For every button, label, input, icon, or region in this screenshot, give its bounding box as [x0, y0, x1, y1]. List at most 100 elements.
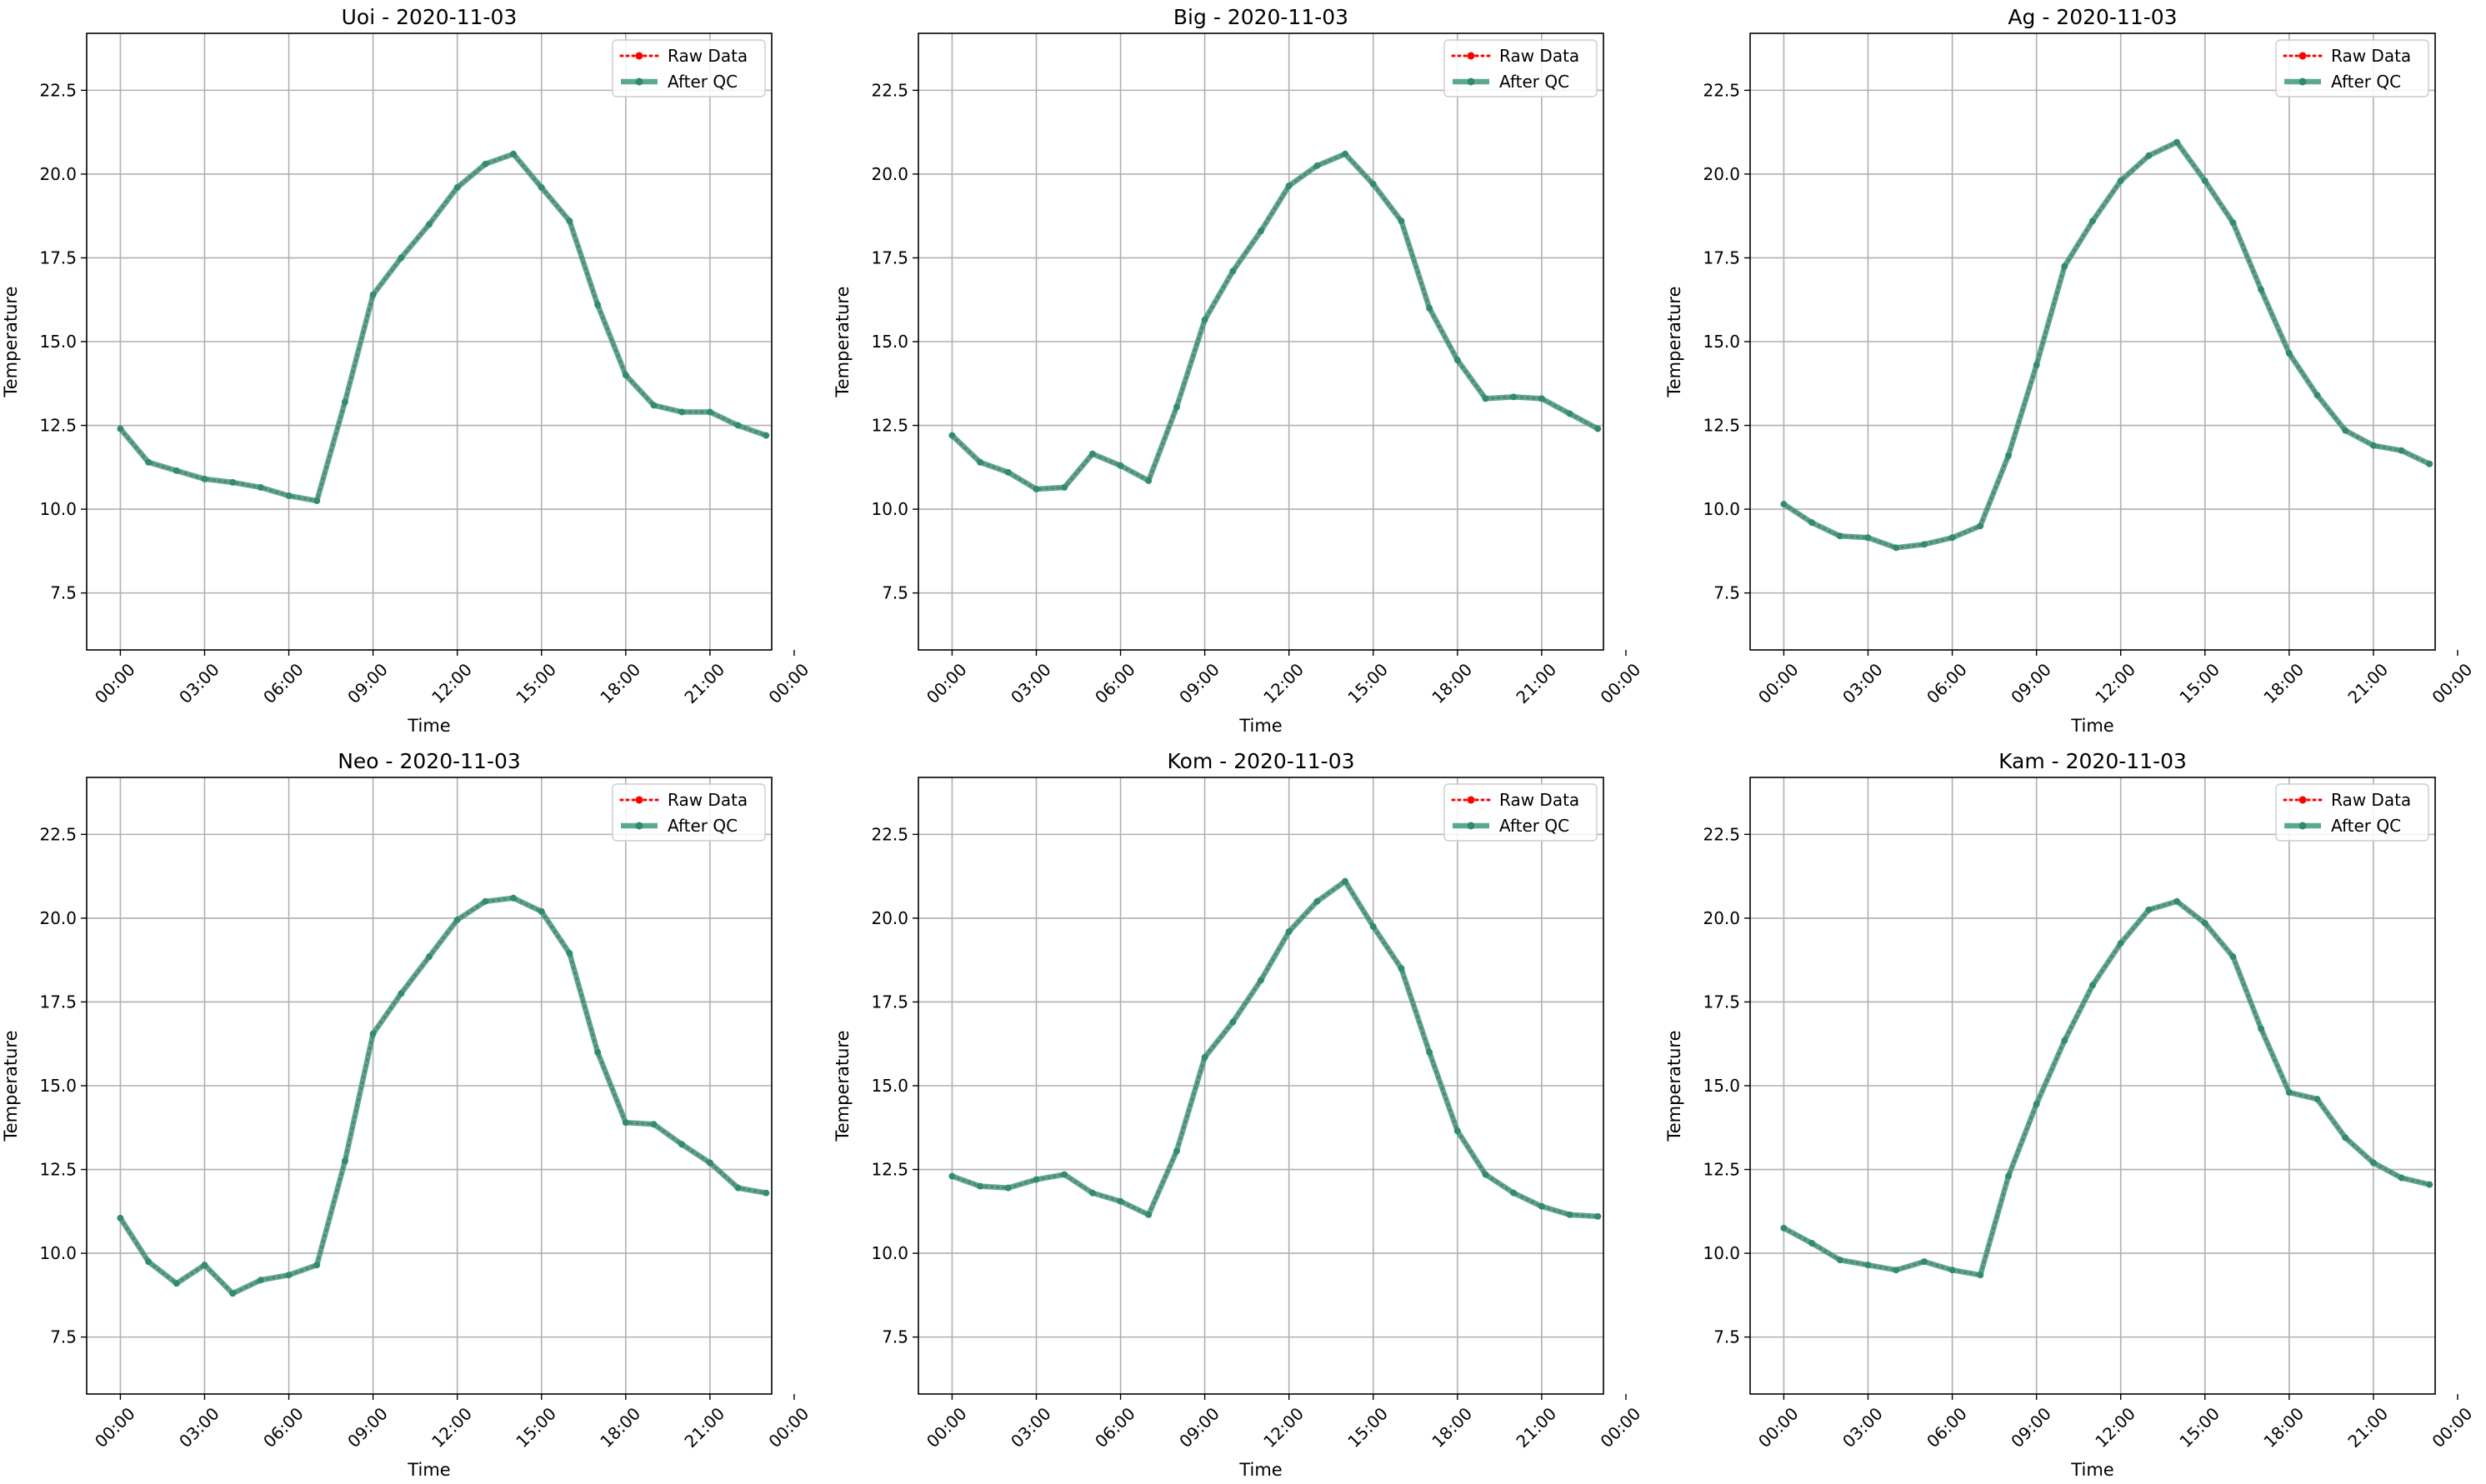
data-point-after-qc	[313, 497, 321, 505]
legend: Raw Data After QC	[612, 39, 766, 97]
data-point-after-qc	[1258, 227, 1264, 235]
data-point-after-qc	[2285, 1089, 2293, 1097]
data-point-after-qc	[173, 467, 180, 474]
data-point-after-qc	[566, 950, 573, 957]
y-tick-label: 10.0	[1703, 1243, 1740, 1263]
series-line-raw-data	[118, 897, 768, 1296]
data-point-after-qc	[1977, 1272, 1984, 1279]
data-point-after-qc	[594, 1048, 602, 1056]
data-point-after-qc	[1893, 544, 1900, 552]
data-point-after-qc	[1313, 897, 1321, 905]
data-point-after-qc	[2201, 919, 2208, 927]
y-tick-label: 12.5	[1703, 416, 1740, 436]
legend-marker-raw-data	[2298, 796, 2307, 804]
x-tick-label: 00:00	[765, 659, 813, 707]
data-point-after-qc	[678, 1141, 686, 1148]
x-tick-label: 00:00	[1754, 659, 1803, 707]
y-axis-label: Temperature	[1664, 286, 1684, 397]
data-point-after-qc	[2201, 177, 2208, 184]
data-point-after-qc	[2004, 452, 2012, 459]
data-point-after-qc	[734, 422, 742, 429]
y-tick-label: 20.0	[39, 164, 77, 184]
x-tick-label: 21:00	[1512, 1403, 1560, 1452]
data-point-after-qc	[622, 1119, 629, 1127]
legend-marker-after-qc	[635, 822, 643, 830]
legend-label-raw-data: Raw Data	[2331, 790, 2411, 810]
data-point-after-qc	[2145, 152, 2153, 159]
series-line-after-qc	[118, 151, 769, 504]
data-point-after-qc	[2426, 460, 2433, 467]
series-line-after-qc	[118, 895, 769, 1297]
data-point-after-qc	[1482, 1171, 1489, 1178]
data-point-after-qc	[257, 483, 264, 491]
series-points-raw-data	[948, 151, 1601, 492]
x-tick-label: 12:00	[1259, 1403, 1308, 1452]
data-point-after-qc	[1033, 1176, 1040, 1183]
data-point-after-qc	[1145, 1211, 1153, 1218]
legend-label-raw-data: Raw Data	[668, 790, 748, 810]
series-line-after-qc	[1781, 898, 2433, 1278]
grid	[918, 777, 1603, 1394]
data-point-after-qc	[2145, 906, 2153, 913]
legend-marker-after-qc	[635, 77, 643, 86]
data-point-after-qc	[1948, 1267, 1956, 1274]
x-tick-label: 12:00	[1259, 659, 1308, 707]
y-tick-label: 22.5	[39, 824, 77, 844]
legend-marker-raw-data	[1467, 52, 1475, 60]
data-point-after-qc	[2229, 953, 2237, 961]
grid	[1750, 33, 2435, 650]
x-tick-label: 21:00	[680, 659, 728, 707]
x-axis-label: Time	[2070, 716, 2113, 736]
data-point-after-qc	[285, 492, 293, 499]
x-tick-label: 03:00	[1007, 1403, 1055, 1452]
chart-title: Kam - 2020-11-03	[1998, 749, 2187, 773]
data-point-after-qc	[1033, 485, 1040, 492]
x-tick-label: 06:00	[1923, 659, 1971, 707]
x-axis-label: Time	[1238, 716, 1282, 736]
data-point-after-qc	[2342, 427, 2349, 434]
y-tick-label: 12.5	[871, 1160, 908, 1180]
data-point-after-qc	[734, 1184, 742, 1192]
y-tick-label: 7.5	[50, 1327, 77, 1347]
y-tick-label: 7.5	[882, 1327, 908, 1347]
y-tick-label: 15.0	[1703, 332, 1740, 352]
x-tick-label: 12:00	[2091, 1403, 2139, 1452]
data-point-after-qc	[398, 990, 405, 997]
subplot-1: 00:00 03:00 06:00 09:00 12:00 15:00 18:00 21:00…	[1, 5, 813, 736]
x-tick-label: 18:00	[1428, 659, 1476, 707]
data-point-after-qc	[369, 1030, 377, 1037]
y-tick-label: 17.5	[871, 992, 908, 1012]
data-point-after-qc	[566, 217, 573, 225]
data-point-after-qc	[1173, 1147, 1180, 1155]
series-points-after-qc	[117, 894, 770, 1297]
data-point-after-qc	[1566, 1211, 1573, 1218]
data-point-after-qc	[510, 894, 518, 902]
data-point-after-qc	[1920, 1258, 1928, 1266]
data-point-after-qc	[1117, 462, 1124, 469]
subplot-4: 00:00 03:00 06:00 09:00 12:00 15:00 18:00 21:00…	[1, 749, 813, 1480]
series-line-raw-data	[950, 879, 1599, 1218]
y-tick-label: 17.5	[39, 992, 77, 1012]
data-point-after-qc	[1258, 977, 1264, 984]
data-point-after-qc	[650, 402, 658, 409]
x-tick-label: 15:00	[1343, 1403, 1392, 1452]
x-tick-label: 09:00	[2007, 1403, 2055, 1452]
x-tick-label: 00:00	[2428, 1403, 2477, 1452]
data-point-after-qc	[1398, 965, 1405, 972]
chart-title: Big - 2020-11-03	[1173, 5, 1348, 29]
data-point-after-qc	[1061, 1171, 1068, 1178]
x-tick-label: 15:00	[1343, 659, 1392, 707]
data-point-after-qc	[201, 475, 208, 482]
grid	[87, 33, 772, 650]
series-line-after-qc	[949, 151, 1601, 492]
y-axis-label: Temperature	[1664, 1030, 1684, 1142]
chart-title: Uoi - 2020-11-03	[342, 5, 518, 29]
data-point-after-qc	[1004, 468, 1012, 476]
x-tick-label: 06:00	[259, 1403, 308, 1452]
data-point-after-qc	[145, 458, 153, 466]
data-point-after-qc	[2369, 1159, 2377, 1167]
data-point-after-qc	[1808, 1240, 1816, 1247]
x-tick-label: 18:00	[2259, 1403, 2308, 1452]
y-tick-label: 20.0	[871, 908, 908, 928]
data-point-after-qc	[948, 1172, 956, 1180]
